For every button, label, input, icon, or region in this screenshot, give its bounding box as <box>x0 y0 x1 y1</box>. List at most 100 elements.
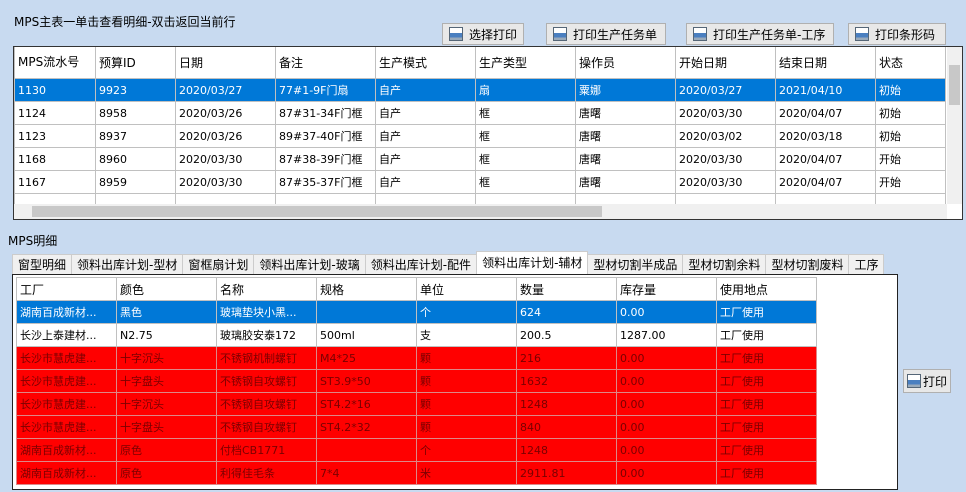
tab-8[interactable]: 型材切割废料 <box>765 254 850 275</box>
column-header[interactable]: 库存量 <box>616 277 717 301</box>
table-row[interactable]: 湖南百成新材... 原色 付档CB1771 个 1248 0.00 工厂使用 <box>16 438 817 462</box>
table-row[interactable]: 湖南百成新材... 原色 利得佳毛条 7*4 米 2911.81 0.00 工厂使用 <box>16 461 817 485</box>
column-header[interactable]: 规格 <box>316 277 417 301</box>
print-button-1[interactable]: 打印生产任务单 <box>546 23 666 45</box>
cell: 自产 <box>375 170 476 194</box>
printer-icon <box>907 374 921 388</box>
cell: 2020/03/27 <box>175 78 276 102</box>
table-row[interactable]: 1130 9923 2020/03/27 77#1-9F门扇 自产扇粟娜 2020/03/… <box>14 78 946 102</box>
detail-title: MPS明细 <box>8 234 58 248</box>
cell: 840 <box>516 415 617 439</box>
cell: 原色 <box>116 438 217 462</box>
cell: ST3.9*50 <box>316 369 417 393</box>
cell: 颗 <box>416 392 517 416</box>
cell: 不锈钢机制螺钉 <box>216 346 317 370</box>
cell: 2911.81 <box>516 461 617 485</box>
cell: 0.00 <box>616 461 717 485</box>
cell: 8960 <box>95 147 176 171</box>
cell: 不锈钢自攻螺钉 <box>216 369 317 393</box>
cell: 框 <box>475 170 576 194</box>
cell: 十字沉头 <box>116 346 217 370</box>
cell: 唐曙 <box>575 101 676 125</box>
cell: 长沙市慧虎建... <box>16 346 117 370</box>
column-header[interactable]: 生产模式 <box>375 47 476 79</box>
table-row[interactable]: 长沙上泰建材... N2.75 玻璃胶安泰172 500ml 支 200.5 1287.00… <box>16 323 817 347</box>
cell: 1248 <box>516 392 617 416</box>
cell: 2020/03/18 <box>775 124 876 148</box>
tab-3[interactable]: 领料出库计划-玻璃 <box>253 254 366 275</box>
column-header[interactable]: 开始日期 <box>675 47 776 79</box>
cell: 个 <box>416 300 517 324</box>
table-row[interactable]: 1168 8960 2020/03/30 87#38-39F门框 自产框唐曙 2020/0… <box>14 147 946 171</box>
cell: 工厂使用 <box>716 392 817 416</box>
cell: M4*25 <box>316 346 417 370</box>
tab-7[interactable]: 型材切割余料 <box>682 254 767 275</box>
print-button[interactable]: 打印 <box>903 369 952 393</box>
cell: 初始 <box>875 78 946 102</box>
cell: 长沙市慧虎建... <box>16 369 117 393</box>
cell: 工厂使用 <box>716 346 817 370</box>
cell: 工厂使用 <box>716 369 817 393</box>
column-header[interactable]: 使用地点 <box>716 277 817 301</box>
cell: 0.00 <box>616 392 717 416</box>
cell: 2020/03/27 <box>675 78 776 102</box>
cell: 0.00 <box>616 300 717 324</box>
cell: 2020/04/07 <box>775 147 876 171</box>
column-header[interactable]: 颜色 <box>116 277 217 301</box>
tab-9[interactable]: 工序 <box>848 254 885 275</box>
column-header[interactable]: 状态 <box>875 47 946 79</box>
cell: 87#38-39F门框 <box>275 147 376 171</box>
column-header[interactable]: 结束日期 <box>775 47 876 79</box>
cell: 付档CB1771 <box>216 438 317 462</box>
column-header[interactable]: MPS流水号 <box>14 47 96 79</box>
cell: 唐曙 <box>575 170 676 194</box>
cell: 2020/03/26 <box>175 124 276 148</box>
column-header[interactable]: 数量 <box>516 277 617 301</box>
cell: 1287.00 <box>616 323 717 347</box>
cell: 1167 <box>14 170 96 194</box>
column-header[interactable]: 预算ID <box>95 47 176 79</box>
cell: 87#31-34F门框 <box>275 101 376 125</box>
cell: 框 <box>475 147 576 171</box>
table-row[interactable]: 长沙市慧虎建... 十字沉头 不锈钢自攻螺钉 ST4.2*16 颗 1248 0.00 工厂使… <box>16 392 817 416</box>
print-button-0[interactable]: 选择打印 <box>442 23 524 45</box>
column-header[interactable]: 单位 <box>416 277 517 301</box>
print-button-2[interactable]: 打印生产任务单-工序 <box>686 23 834 45</box>
printer-icon <box>693 27 707 41</box>
column-header[interactable]: 备注 <box>275 47 376 79</box>
table-row[interactable]: 1167 8959 2020/03/30 87#35-37F门框 自产框唐曙 2020/0… <box>14 170 946 194</box>
column-header[interactable]: 工厂 <box>16 277 117 301</box>
table-row[interactable]: 1124 8958 2020/03/26 87#31-34F门框 自产框唐曙 2020/0… <box>14 101 946 125</box>
cell: 湖南百成新材... <box>16 461 117 485</box>
cell: 唐曙 <box>575 124 676 148</box>
column-header[interactable]: 名称 <box>216 277 317 301</box>
column-header[interactable]: 日期 <box>175 47 276 79</box>
table-row[interactable]: 湖南百成新材... 黑色 玻璃垫块小黑... 个 624 0.00 工厂使用 <box>16 300 817 324</box>
table-row[interactable]: 长沙市慧虎建... 十字沉头 不锈钢机制螺钉 M4*25 颗 216 0.00 工厂使用 <box>16 346 817 370</box>
table-row[interactable]: 1123 8937 2020/03/26 89#37-40F门框 自产框唐曙 2020/0… <box>14 124 946 148</box>
table-row[interactable]: 长沙市慧虎建... 十字盘头 不锈钢自攻螺钉 ST3.9*50 颗 1632 0.00 工厂使… <box>16 369 817 393</box>
table-row[interactable]: 长沙市慧虎建... 十字盘头 不锈钢自攻螺钉 ST4.2*32 颗 840 0.00 工厂使用 <box>16 415 817 439</box>
cell: ST4.2*16 <box>316 392 417 416</box>
cell: 87#35-37F门框 <box>275 170 376 194</box>
cell: 8958 <box>95 101 176 125</box>
tab-0[interactable]: 窗型明细 <box>12 254 73 275</box>
cell: 支 <box>416 323 517 347</box>
cell: 2020/03/30 <box>175 170 276 194</box>
cell: 2020/03/30 <box>675 147 776 171</box>
cell: 初始 <box>875 101 946 125</box>
cell: 0.00 <box>616 415 717 439</box>
master-grid[interactable]: MPS流水号 预算ID 日期 备注 生产模式 生产类型 操作员 开始日期 结束日期 状态 1130 9… <box>13 46 963 220</box>
detail-tabs: 窗型明细 领料出库计划-型材 窗框扇计划 领料出库计划-玻璃 领料出库计划-配件 领料出库… <box>12 251 885 275</box>
tab-4[interactable]: 领料出库计划-配件 <box>364 254 478 275</box>
vertical-scrollbar[interactable] <box>947 47 962 204</box>
horizontal-scrollbar[interactable] <box>14 204 947 219</box>
tab-6[interactable]: 型材切割半成品 <box>587 254 684 275</box>
print-button-3[interactable]: 打印条形码 <box>848 23 946 45</box>
cell: 玻璃胶安泰172 <box>216 323 317 347</box>
column-header[interactable]: 生产类型 <box>475 47 576 79</box>
tab-1[interactable]: 领料出库计划-型材 <box>71 254 184 275</box>
column-header[interactable]: 操作员 <box>575 47 676 79</box>
tab-5[interactable]: 领料出库计划-辅材 <box>476 251 589 275</box>
tab-2[interactable]: 窗框扇计划 <box>182 254 255 275</box>
